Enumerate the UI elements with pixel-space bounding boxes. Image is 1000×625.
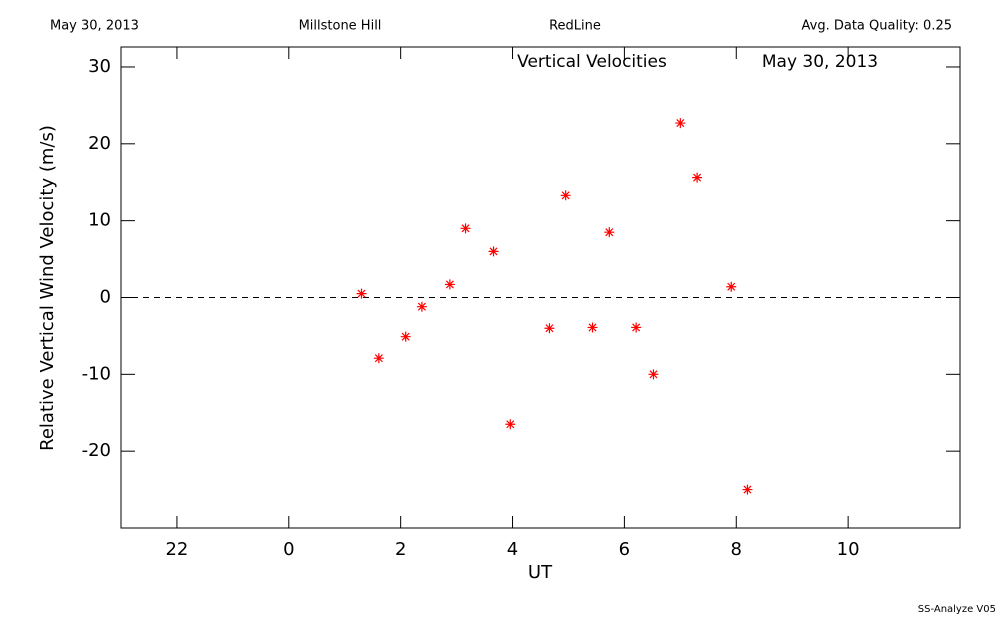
data-point — [587, 322, 598, 333]
data-point — [631, 322, 642, 333]
data-point — [444, 279, 455, 290]
plot-frame — [120, 46, 961, 529]
data-point — [560, 190, 571, 201]
header-date: May 30, 2013 — [50, 19, 139, 34]
data-point — [460, 223, 471, 234]
x-tick-label: 2 — [395, 539, 406, 560]
y-axis-label: Relative Vertical Wind Velocity (m/s) — [37, 125, 58, 451]
header-quality: Avg. Data Quality: 0.25 — [802, 19, 952, 34]
y-tick-label: 10 — [88, 210, 111, 231]
x-tick-label: 10 — [837, 539, 860, 560]
header-filter: RedLine — [549, 19, 601, 34]
x-tick-label: 22 — [165, 539, 188, 560]
y-tick-label: 30 — [88, 56, 111, 77]
data-point — [726, 281, 737, 292]
chart-subtitle: May 30, 2013 — [762, 52, 878, 72]
data-point — [416, 301, 427, 312]
data-point — [692, 172, 703, 183]
data-point — [604, 227, 615, 238]
chart-title: Vertical Velocities — [517, 52, 667, 72]
data-point — [505, 419, 516, 430]
data-point — [400, 331, 411, 342]
footer: SS-Analyze V05 — [918, 604, 996, 615]
data-point — [648, 369, 659, 380]
y-tick-label: -20 — [82, 440, 111, 461]
data-point — [373, 353, 384, 364]
x-tick-label: 8 — [731, 539, 742, 560]
header-site: Millstone Hill — [299, 19, 382, 34]
data-point — [675, 118, 686, 129]
data-point — [544, 323, 555, 334]
data-point — [742, 484, 753, 495]
y-tick-label: 20 — [88, 133, 111, 154]
x-tick-label: 0 — [283, 539, 294, 560]
y-tick-label: 0 — [100, 286, 111, 307]
y-tick-label: -10 — [82, 363, 111, 384]
data-point — [356, 288, 367, 299]
data-point — [488, 246, 499, 257]
x-axis-label: UT — [528, 562, 553, 583]
x-tick-label: 6 — [619, 539, 630, 560]
x-tick-label: 4 — [507, 539, 518, 560]
